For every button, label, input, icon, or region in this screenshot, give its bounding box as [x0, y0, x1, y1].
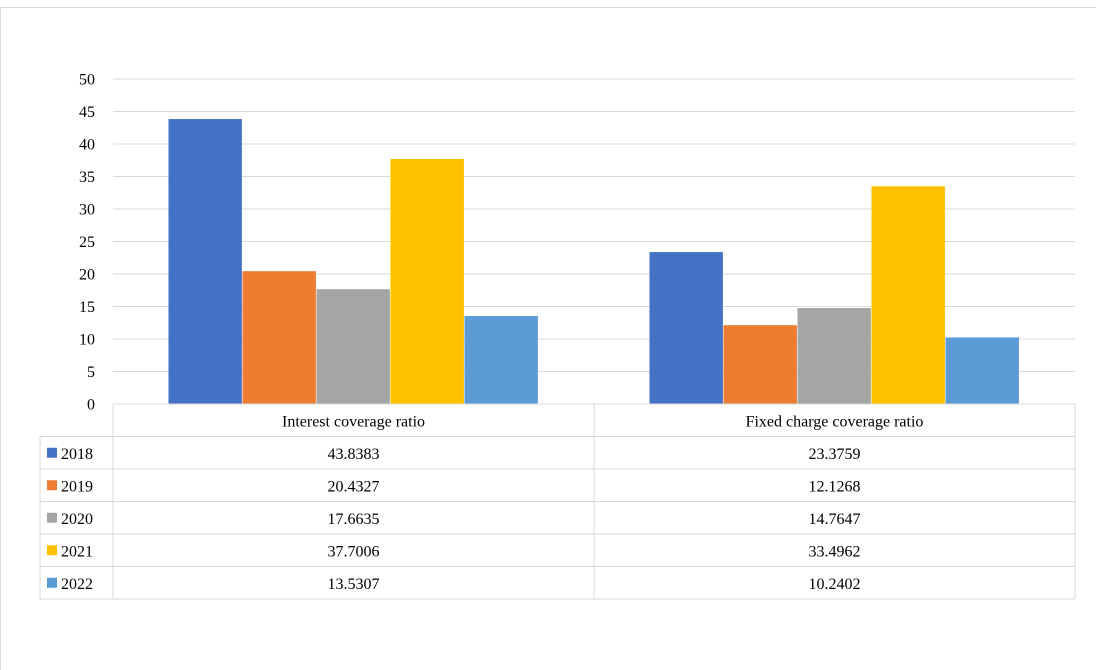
data-label: 12.1268: [809, 478, 861, 495]
y-tick-label: 20: [79, 267, 95, 284]
data-label: 33.4962: [809, 543, 861, 560]
bar-2021-1: [871, 186, 945, 404]
y-tick-label: 35: [79, 169, 95, 186]
bar-2020-0: [316, 289, 390, 404]
y-tick-label: 5: [87, 364, 95, 381]
legend-key-2019: [47, 480, 57, 491]
legend-label: 2021: [61, 543, 93, 560]
legend-label: 2018: [61, 446, 93, 463]
bar-2018-1: [649, 252, 723, 404]
data-label: 37.7006: [328, 543, 380, 560]
legend-key-2021: [47, 545, 57, 556]
data-label: 13.5307: [328, 576, 380, 593]
y-tick-label: 15: [79, 299, 95, 316]
y-tick-label: 25: [79, 234, 95, 251]
bar-2022-0: [464, 316, 538, 404]
data-label: 23.3759: [809, 446, 861, 463]
data-label: 14.7647: [809, 511, 861, 528]
y-tick-label: 10: [79, 332, 95, 349]
category-label: Fixed charge coverage ratio: [746, 413, 924, 430]
bars: [168, 119, 1019, 404]
y-tick-label: 0: [87, 397, 95, 414]
y-tick-label: 45: [79, 104, 95, 121]
legend-key-2020: [47, 512, 57, 523]
chart-frame: [0, 7, 1096, 670]
legend-label: 2020: [61, 511, 93, 528]
bar-2020-1: [797, 308, 871, 404]
data-label: 43.8383: [328, 446, 380, 463]
bar-2018-0: [168, 119, 242, 404]
data-label: 10.2402: [809, 576, 861, 593]
bar-2019-0: [242, 271, 316, 404]
bar-2022-1: [945, 337, 1019, 404]
y-tick-label: 40: [79, 137, 95, 154]
y-axis-tick-labels: 0 5 10 15 20 25 30 35 40 45 50: [79, 72, 95, 414]
bar-2019-1: [723, 325, 797, 404]
data-label: 17.6635: [328, 511, 380, 528]
data-table: Interest coverage ratio Fixed charge cove…: [39, 403, 1076, 600]
bar-2021-0: [390, 158, 464, 404]
data-label: 20.4327: [328, 478, 380, 495]
legend-label: 2019: [61, 478, 93, 495]
category-label: Interest coverage ratio: [282, 413, 425, 430]
legend-key-2022: [47, 577, 57, 588]
legend-key-2018: [47, 447, 57, 458]
y-tick-label: 50: [79, 72, 95, 89]
y-tick-label: 30: [79, 202, 95, 219]
legend-label: 2022: [61, 576, 93, 593]
